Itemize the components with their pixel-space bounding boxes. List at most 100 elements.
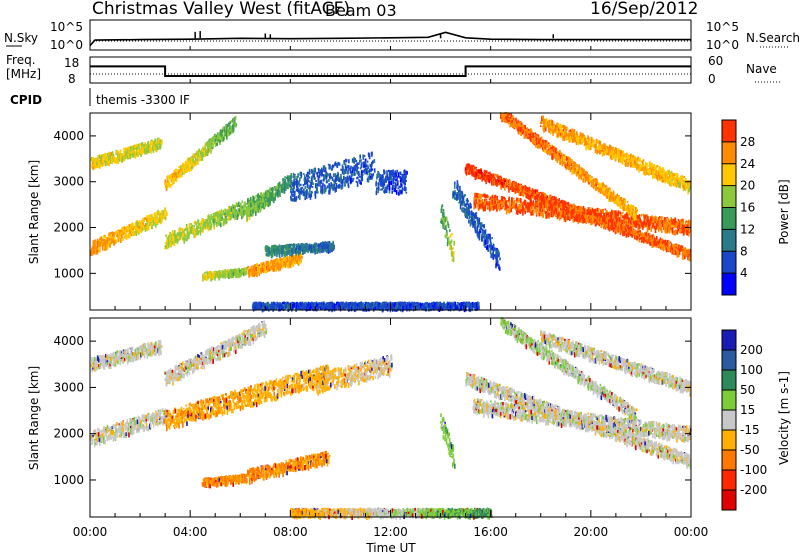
heatmap-cell [317,175,320,181]
heatmap-cell [277,194,279,198]
heatmap-cell [334,161,337,166]
heatmap-cell [401,187,404,192]
heatmap-cell [343,168,345,173]
heatmap-cell [296,180,299,185]
heatmap-cell [129,224,131,230]
cpid-label: CPID [10,93,42,107]
heatmap-cell [110,231,113,236]
heatmap-cell [566,202,568,205]
heatmap-cell [136,150,138,156]
heatmap-cell [153,143,156,148]
heatmap-cell [509,179,511,185]
heatmap-cell [452,256,455,263]
heatmap-cell [190,225,193,231]
heatmap-cell [458,201,460,204]
heatmap-cell [319,243,322,246]
heatmap-cell [553,195,556,201]
heatmap-cell [107,162,109,166]
heatmap-cell [549,195,551,202]
heatmap-cell [188,223,191,228]
heatmap-cell [195,222,197,224]
heatmap-cell [178,175,181,178]
heatmap-cell [213,221,215,227]
heatmap-cell [478,235,480,239]
heatmap-cell [352,159,354,162]
heatmap-cell [404,170,406,175]
heatmap-cell [228,129,231,133]
heatmap-cell [481,229,483,233]
heatmap-cell [363,163,365,168]
heatmap-cell [171,241,174,245]
heatmap-cell [267,197,270,202]
heatmap-cell [329,173,331,177]
heatmap-cell [127,233,130,239]
heatmap-cell [167,234,170,239]
heatmap-cell [249,202,252,208]
heatmap-cell [345,158,347,163]
heatmap-cell [214,139,217,143]
heatmap-cell [305,195,308,200]
heatmap-cell [394,186,396,193]
heatmap-cell [248,215,251,220]
heatmap-cell [248,213,251,217]
heatmap-cell [161,210,163,215]
heatmap-cell [276,249,279,254]
heatmap-cell [153,140,156,145]
heatmap-cell [479,169,481,175]
heatmap-cell [263,265,265,268]
heatmap-cell [347,170,349,175]
heatmap-cell [271,247,274,251]
heatmap-cell [551,196,554,199]
heatmap-cell [132,222,134,228]
heatmap-cell [313,168,315,174]
heatmap-cell [105,161,107,167]
freq-series [90,65,691,77]
heatmap-cell [295,258,297,262]
heatmap-cell [485,245,488,248]
heatmap-cell [459,185,461,192]
heatmap-cell [272,187,274,193]
heatmap-cell [286,251,289,255]
heatmap-cell [353,165,356,167]
heatmap-cell [511,189,514,192]
heatmap-cell [150,216,153,220]
heatmap-cell [555,196,557,199]
heatmap-cell [224,271,227,277]
heatmap-cell [172,173,175,178]
heatmap-cell [392,179,395,184]
heatmap-cell [268,261,271,265]
heatmap-cell [150,222,152,226]
heatmap-cell [465,203,467,208]
heatmap-cell [391,187,394,191]
heatmap-cell [232,119,235,124]
heatmap-cell [106,153,109,157]
heatmap-cell [115,232,117,235]
heatmap-cell [246,214,248,219]
heatmap-cell [269,187,271,191]
heatmap-cell [104,153,107,158]
heatmap-cell [295,178,298,184]
heatmap-cell [282,264,285,267]
nsky-line [89,31,691,47]
heatmap-cell [444,216,447,222]
heatmap-cell [262,195,264,201]
heatmap-cell [216,213,219,217]
heatmap-cell [126,226,129,229]
heatmap-cell [270,250,272,253]
heatmap-cell [138,225,141,229]
heatmap-cell [521,189,524,192]
heatmap-cell [351,178,353,181]
heatmap-cell [158,211,161,216]
heatmap-cell [464,167,467,171]
heatmap-cell [205,219,208,222]
heatmap-cell [618,226,620,229]
heatmap-cell [202,224,204,230]
heatmap-cell [461,201,464,207]
heatmap-cell [489,176,492,182]
heatmap-cell [531,188,534,192]
heatmap-cell [276,192,279,196]
heatmap-cell [342,166,344,171]
heatmap-cell [468,209,470,213]
heatmap-cell [270,265,272,269]
heatmap-cell [188,227,191,233]
